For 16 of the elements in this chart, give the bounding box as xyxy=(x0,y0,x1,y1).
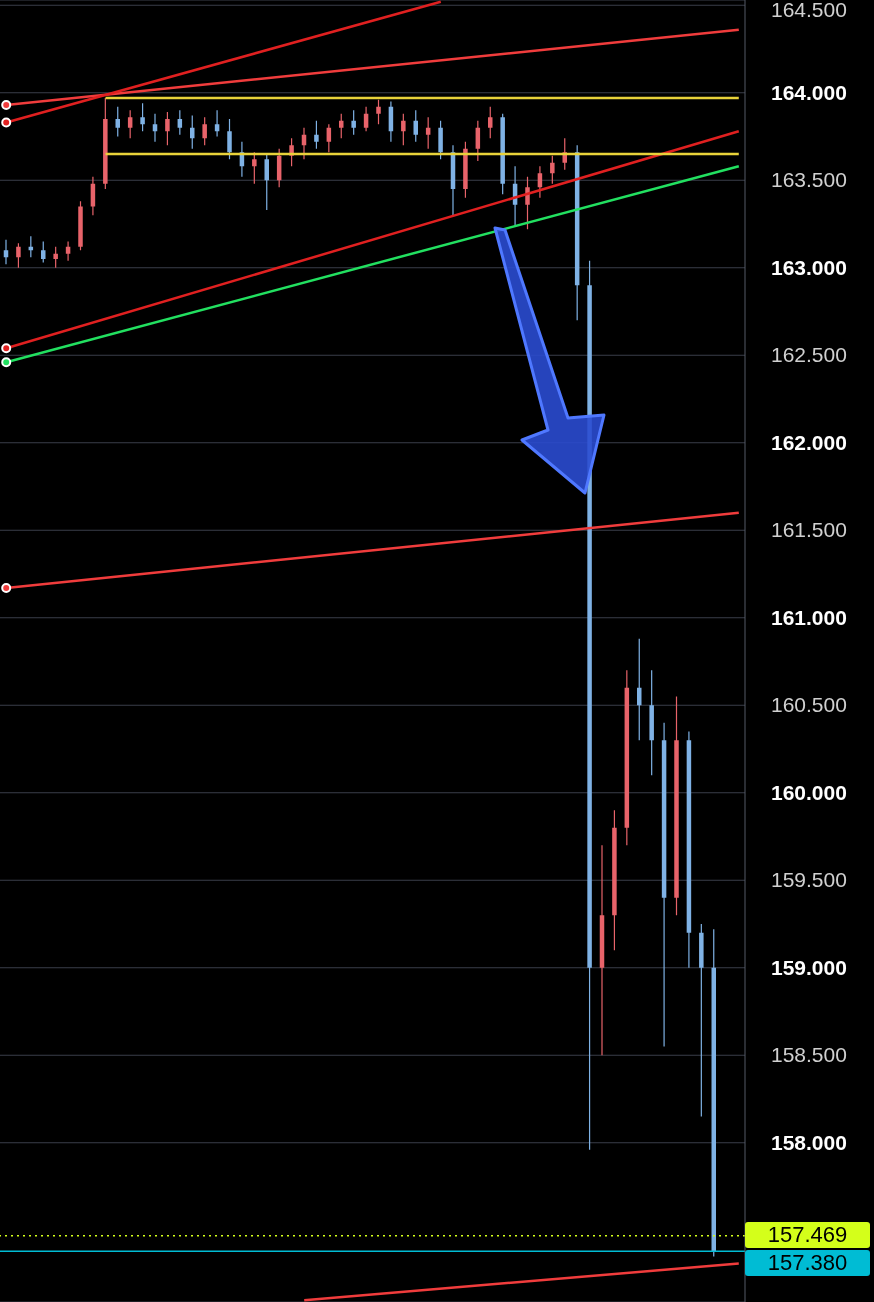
y-tick-label: 163.500 xyxy=(771,168,847,192)
y-tick-label: 161.000 xyxy=(771,605,847,629)
y-tick-label: 160.000 xyxy=(771,780,847,804)
y-tick-label: 159.500 xyxy=(771,868,847,892)
y-tick-label: 162.000 xyxy=(771,430,847,454)
y-tick-label: 163.000 xyxy=(771,255,847,279)
y-tick-label: 160.500 xyxy=(771,693,847,717)
y-tick-label: 162.500 xyxy=(771,343,847,367)
y-tick-label: 159.000 xyxy=(771,955,847,979)
ref-line-label: 157.469 xyxy=(745,1221,870,1248)
y-tick-label: 164.000 xyxy=(771,80,847,104)
y-tick-label: 158.000 xyxy=(771,1130,847,1154)
y-tick-label: 158.500 xyxy=(771,1043,847,1067)
y-tick-label: 164.500 xyxy=(771,0,847,21)
y-tick-label: 161.500 xyxy=(771,518,847,542)
ref-line-label: 157.380 xyxy=(745,1249,870,1276)
